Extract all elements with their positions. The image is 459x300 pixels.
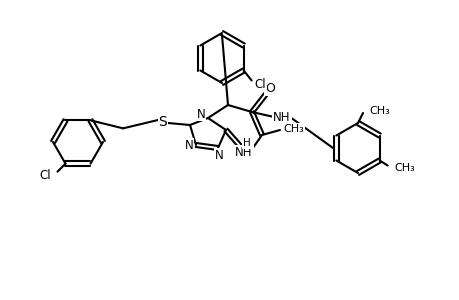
Text: N: N bbox=[184, 139, 193, 152]
Text: O: O bbox=[264, 82, 274, 94]
Text: CH₃: CH₃ bbox=[369, 106, 390, 116]
Text: H: H bbox=[243, 138, 250, 148]
Text: NH: NH bbox=[235, 146, 252, 158]
Text: Cl: Cl bbox=[39, 169, 51, 182]
Text: NH: NH bbox=[273, 110, 290, 124]
Text: N: N bbox=[196, 107, 205, 121]
Text: N: N bbox=[214, 148, 223, 161]
Text: CH₃: CH₃ bbox=[283, 124, 304, 134]
Text: CH₃: CH₃ bbox=[393, 163, 414, 172]
Text: S: S bbox=[158, 115, 167, 129]
Text: Cl: Cl bbox=[254, 78, 266, 91]
